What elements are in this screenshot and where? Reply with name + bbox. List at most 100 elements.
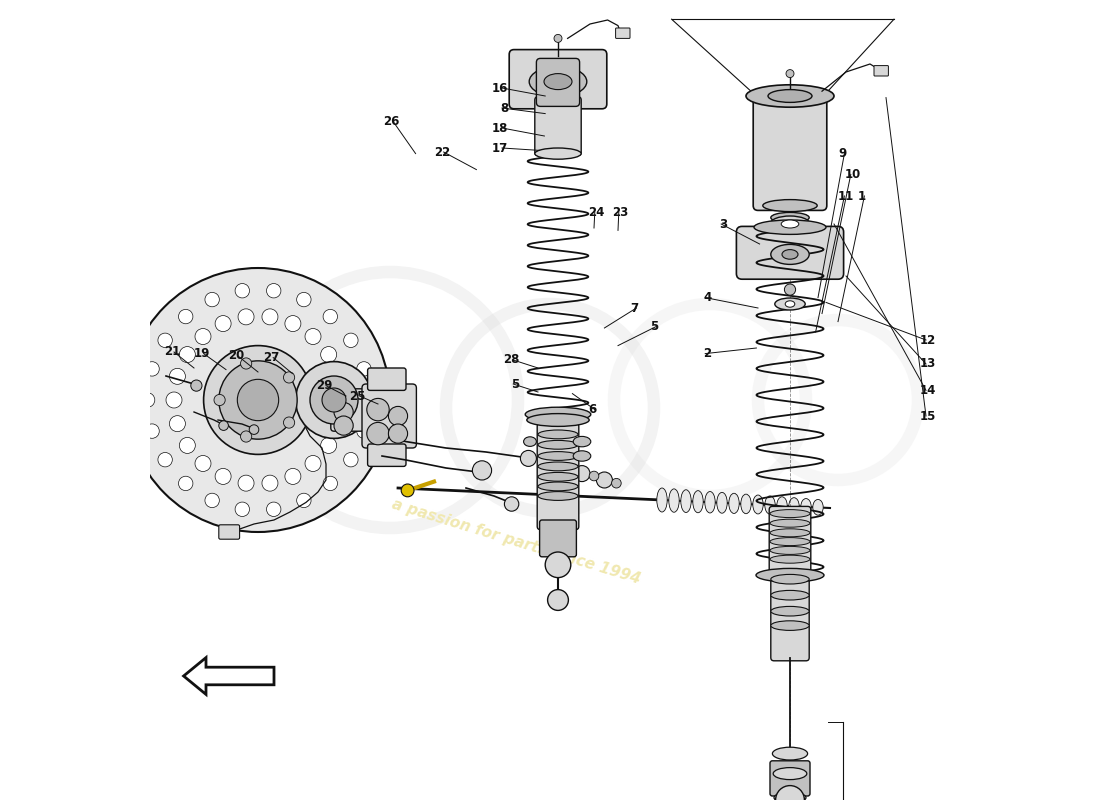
Ellipse shape xyxy=(669,489,679,512)
Text: 6: 6 xyxy=(588,403,596,416)
FancyBboxPatch shape xyxy=(219,525,240,539)
Circle shape xyxy=(343,333,359,347)
Ellipse shape xyxy=(657,488,668,512)
Circle shape xyxy=(241,431,252,442)
Ellipse shape xyxy=(752,495,763,514)
Circle shape xyxy=(250,425,258,434)
Circle shape xyxy=(178,310,192,324)
Circle shape xyxy=(388,406,408,426)
Circle shape xyxy=(166,392,182,408)
Circle shape xyxy=(238,309,254,325)
Circle shape xyxy=(238,475,254,491)
Ellipse shape xyxy=(777,497,788,514)
Circle shape xyxy=(361,393,375,407)
Text: a passion for parts since 1994: a passion for parts since 1994 xyxy=(390,497,642,587)
Text: 9: 9 xyxy=(838,147,846,160)
Circle shape xyxy=(305,455,321,471)
Ellipse shape xyxy=(770,216,810,232)
Ellipse shape xyxy=(527,414,590,426)
Ellipse shape xyxy=(770,529,810,537)
Text: 1: 1 xyxy=(858,190,866,202)
Text: 14: 14 xyxy=(920,384,936,397)
Circle shape xyxy=(388,424,408,443)
Circle shape xyxy=(169,416,186,432)
Circle shape xyxy=(296,362,373,438)
Circle shape xyxy=(178,476,192,490)
Ellipse shape xyxy=(770,510,810,518)
Circle shape xyxy=(284,372,295,383)
Text: 7: 7 xyxy=(630,302,638,314)
Circle shape xyxy=(266,283,280,298)
Circle shape xyxy=(145,362,160,376)
Circle shape xyxy=(297,494,311,508)
FancyBboxPatch shape xyxy=(331,389,370,431)
Circle shape xyxy=(323,310,338,324)
Ellipse shape xyxy=(785,301,795,307)
FancyBboxPatch shape xyxy=(540,520,576,557)
Circle shape xyxy=(596,472,613,488)
Ellipse shape xyxy=(538,472,578,481)
Circle shape xyxy=(158,333,173,347)
Ellipse shape xyxy=(729,494,739,514)
Ellipse shape xyxy=(770,546,810,554)
Circle shape xyxy=(366,398,389,421)
Ellipse shape xyxy=(525,407,591,422)
Circle shape xyxy=(195,329,211,345)
Text: 21: 21 xyxy=(164,346,180,358)
Circle shape xyxy=(321,346,337,362)
FancyBboxPatch shape xyxy=(736,226,844,279)
Text: 17: 17 xyxy=(492,142,508,154)
Circle shape xyxy=(334,416,353,435)
Text: 23: 23 xyxy=(613,206,629,218)
Circle shape xyxy=(216,315,231,331)
Circle shape xyxy=(334,402,353,422)
FancyBboxPatch shape xyxy=(771,573,810,661)
Circle shape xyxy=(219,361,297,439)
Ellipse shape xyxy=(538,441,578,450)
Circle shape xyxy=(219,421,229,430)
FancyBboxPatch shape xyxy=(509,50,607,109)
Circle shape xyxy=(574,466,590,482)
Circle shape xyxy=(310,376,358,424)
Circle shape xyxy=(284,417,295,428)
Circle shape xyxy=(285,315,301,331)
Circle shape xyxy=(323,476,338,490)
Ellipse shape xyxy=(771,606,810,616)
Ellipse shape xyxy=(768,90,812,102)
Text: 3: 3 xyxy=(719,218,727,230)
Circle shape xyxy=(145,424,160,438)
Ellipse shape xyxy=(774,298,805,310)
Ellipse shape xyxy=(535,148,581,159)
Circle shape xyxy=(205,494,219,508)
Circle shape xyxy=(205,292,219,306)
Text: 16: 16 xyxy=(492,82,508,94)
Text: 22: 22 xyxy=(433,146,450,158)
Ellipse shape xyxy=(773,767,806,779)
Text: 10: 10 xyxy=(845,168,860,181)
Ellipse shape xyxy=(771,574,810,584)
Circle shape xyxy=(179,438,196,454)
FancyArrow shape xyxy=(184,658,274,694)
Circle shape xyxy=(305,329,321,345)
Circle shape xyxy=(126,268,390,532)
Circle shape xyxy=(331,368,346,384)
Circle shape xyxy=(546,552,571,578)
Ellipse shape xyxy=(681,490,691,513)
Text: 8: 8 xyxy=(500,102,508,114)
Text: 5: 5 xyxy=(650,320,658,333)
Circle shape xyxy=(356,362,371,376)
Ellipse shape xyxy=(813,499,823,515)
Circle shape xyxy=(195,455,211,471)
Ellipse shape xyxy=(770,519,810,527)
Text: 24: 24 xyxy=(588,206,605,218)
Ellipse shape xyxy=(538,430,578,438)
FancyBboxPatch shape xyxy=(616,28,630,38)
Circle shape xyxy=(141,393,155,407)
Ellipse shape xyxy=(771,621,810,630)
Text: 5: 5 xyxy=(512,378,519,390)
Circle shape xyxy=(190,380,202,391)
Text: 4: 4 xyxy=(703,291,712,304)
Ellipse shape xyxy=(754,220,826,234)
Ellipse shape xyxy=(781,220,799,228)
Text: 11: 11 xyxy=(838,190,855,202)
